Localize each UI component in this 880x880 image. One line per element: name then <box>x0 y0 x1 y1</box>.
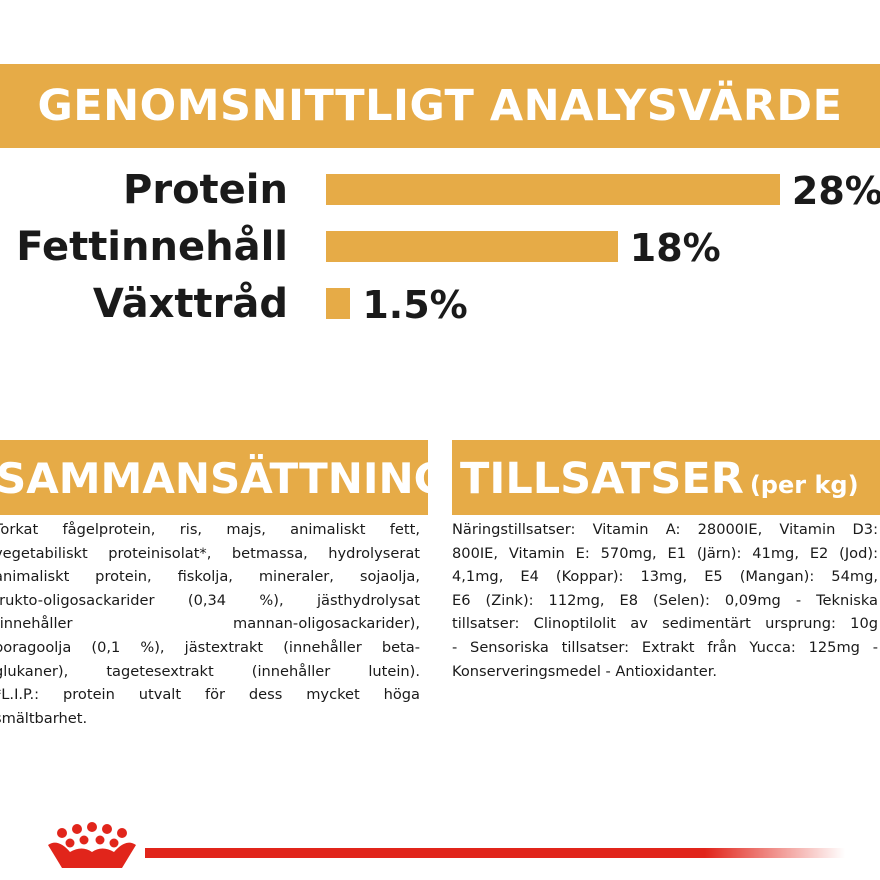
text-line: glukaner), tagetesextrakt (innehåller lu… <box>0 662 420 680</box>
text-line: 800IE, Vitamin E: 570mg, E1 (Järn): 41mg… <box>452 544 878 562</box>
value-label: 18% <box>629 226 721 270</box>
text-line: Torkat fågelprotein, ris, majs, animalis… <box>0 521 420 538</box>
composition-header: SAMMANSÄTTNING <box>0 440 428 515</box>
category-label: Växttråd <box>92 281 288 327</box>
value-label: 28% <box>791 169 880 213</box>
header-title: GENOMSNITTLIGT ANALYSVÄRDE <box>37 81 843 131</box>
composition-text: Torkat fågelprotein, ris, majs, animalis… <box>0 518 420 730</box>
crown-logo <box>48 822 136 868</box>
additives-title-suffix: (per kg) <box>749 471 859 499</box>
composition-title: SAMMANSÄTTNING <box>0 454 428 503</box>
additives-title: TILLSATSER <box>460 454 744 504</box>
category-label: Protein <box>123 167 288 213</box>
text-line: - Sensoriska tillsatser: Extrakt från Yu… <box>452 638 878 656</box>
text-line: 4,1mg, E4 (Koppar): 13mg, E5 (Mangan): 5… <box>452 568 878 586</box>
bar <box>326 174 780 205</box>
text-line: Konserveringsmedel - Antioxidanter. <box>452 662 718 680</box>
text-line: Näringstillsatser: Vitamin A: 28000IE, V… <box>452 521 878 538</box>
text-line: tillsatser: Clinoptilolit av sedimentärt… <box>452 615 878 633</box>
value-label: 1.5% <box>362 283 468 327</box>
bar <box>326 288 351 319</box>
text-line: animaliskt protein, fiskolja, mineraler,… <box>0 568 420 586</box>
text-line: smältbarhet. <box>0 709 88 727</box>
additives-header: TILLSATSER (per kg) <box>452 440 880 515</box>
additives-text: Näringstillsatser: Vitamin A: 28000IE, V… <box>452 518 878 683</box>
header-band: GENOMSNITTLIGT ANALYSVÄRDE <box>0 64 880 148</box>
text-line: (innehåller mannan-oligosackarider), <box>0 615 420 633</box>
bar <box>326 231 618 262</box>
footer-line <box>145 848 845 858</box>
text-line: frukto-oligosackarider (0,34 %), jästhyd… <box>0 591 420 609</box>
category-label: Fettinnehåll <box>16 224 288 270</box>
text-line: *L.I.P.: protein utvalt för dess mycket … <box>0 686 420 704</box>
text-line: E6 (Zink): 112mg, E8 (Selen): 0,09mg - T… <box>452 591 878 609</box>
text-line: boragoolja (0,1 %), jästextrakt (innehål… <box>0 638 420 656</box>
text-line: vegetabiliskt proteinisolat*, betmassa, … <box>0 544 420 562</box>
